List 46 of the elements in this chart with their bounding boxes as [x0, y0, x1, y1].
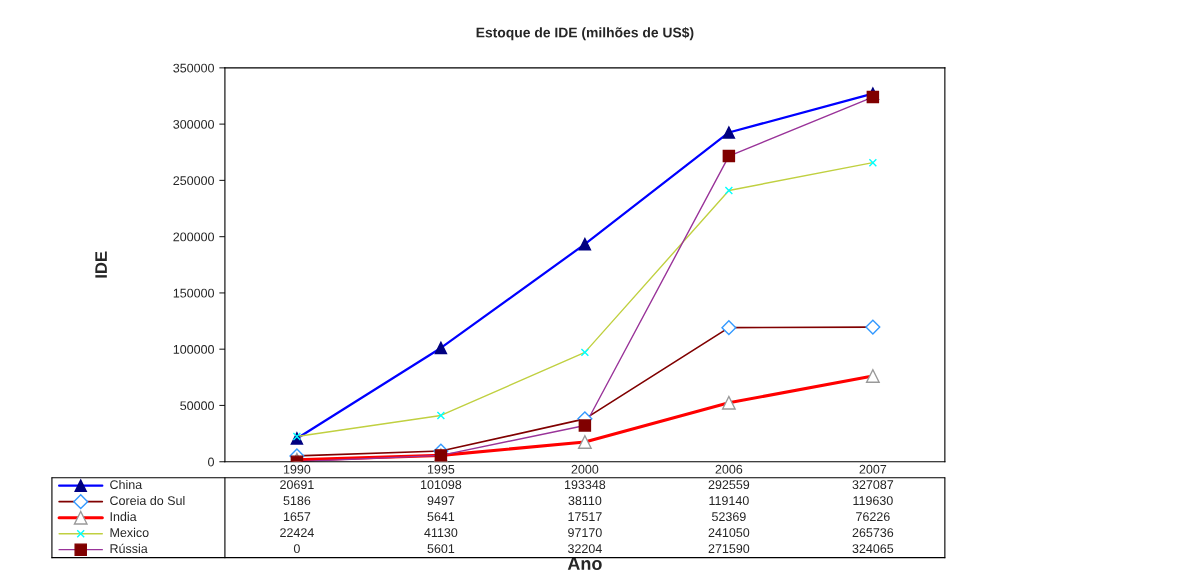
data-label: 324065 [852, 544, 894, 554]
data-label: 97170 [568, 528, 602, 538]
data-label: 241050 [708, 528, 750, 538]
y-tick-label: 300000 [173, 119, 215, 129]
data-label: 41130 [424, 528, 458, 538]
data-label: 32204 [567, 544, 602, 554]
y-tick-label: 350000 [173, 63, 215, 73]
data-label: 5186 [283, 496, 311, 506]
data-label: 265736 [852, 528, 894, 538]
data-label: 119630 [853, 496, 893, 506]
data-label: 5641 [427, 512, 455, 522]
data-label: 101098 [420, 480, 462, 490]
y-tick-label: 0 [208, 457, 215, 467]
data-label: 292559 [708, 480, 750, 490]
x-axis-title: Ano [567, 557, 602, 570]
data-label: 52369 [712, 512, 746, 522]
data-label: 76226 [856, 512, 890, 522]
y-tick-label: 200000 [173, 232, 215, 242]
x-tick-label: 1990 [283, 464, 311, 474]
data-label: 20691 [280, 480, 314, 490]
data-label: 17517 [568, 512, 602, 522]
data-label: 1657 [283, 512, 311, 522]
y-tick-label: 50000 [180, 401, 215, 411]
legend-label: Mexico [110, 527, 149, 538]
legend-label: India [110, 511, 137, 522]
y-axis-title: IDE [95, 251, 107, 278]
x-tick-label: 1995 [427, 464, 455, 474]
data-label: 271590 [708, 544, 750, 554]
legend-label: Coreia do Sul [110, 495, 185, 506]
chart-title: Estoque de IDE (milhões de US$) [476, 26, 694, 41]
y-tick-label: 100000 [173, 344, 215, 354]
data-label: 5601 [427, 544, 455, 554]
data-label: 119140 [709, 496, 749, 506]
data-label: 193348 [564, 480, 606, 490]
data-label: 0 [293, 544, 300, 554]
y-tick-label: 150000 [173, 288, 215, 298]
x-tick-label: 2006 [715, 464, 743, 474]
data-label: 327087 [852, 480, 894, 490]
data-label: 9497 [427, 496, 455, 506]
legend-label: China [110, 479, 143, 490]
y-tick-label: 250000 [173, 176, 215, 186]
x-tick-label: 2007 [859, 464, 887, 474]
x-tick-label: 2000 [571, 464, 599, 474]
legend-label: Rússia [110, 543, 148, 554]
data-label: 22424 [280, 528, 314, 537]
data-label: 38110 [568, 496, 602, 506]
